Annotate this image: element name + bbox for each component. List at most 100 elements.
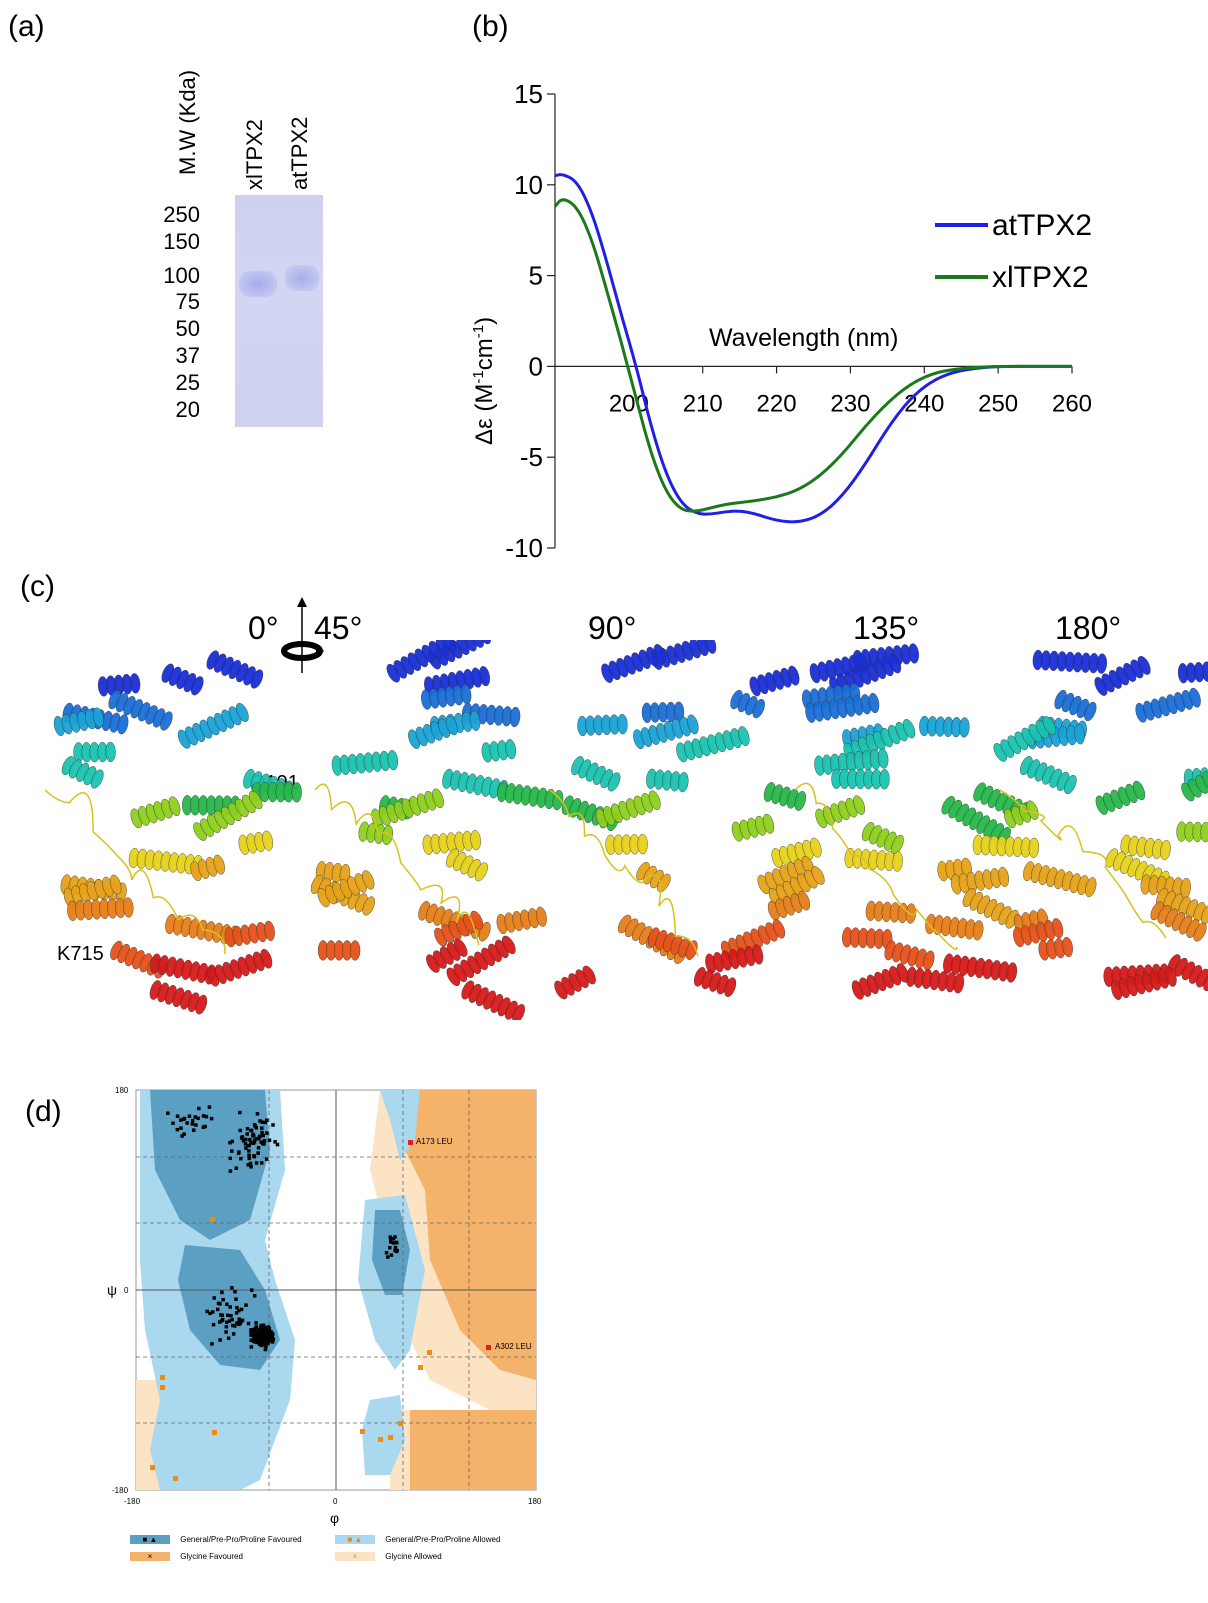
residue-point [249,1288,254,1292]
residue-point [230,1323,235,1328]
residue-point [201,1125,206,1130]
cd-ylabel-suffix: ) [471,316,498,325]
helix-segment [641,701,685,723]
residue-point [267,1138,272,1142]
residue-point [394,1240,398,1245]
residue-point [261,1323,266,1328]
structure-view-180 [993,649,1208,1000]
residue-point [249,1328,253,1332]
helix-segment [149,980,208,1015]
helix-segment [1020,756,1077,795]
helix-segment [941,795,1011,846]
residue-point [258,1332,262,1337]
cd-ylabel-sup2: -1 [470,324,487,339]
cd-xtick-label: 260 [1052,390,1092,417]
glycine-point [150,1465,155,1470]
helix-segment [861,822,904,854]
residue-point [230,1286,234,1290]
residue-point [252,1154,257,1159]
residue-point [171,1121,175,1126]
residue-point [263,1120,268,1125]
residue-point [261,1343,265,1347]
glycine-point [212,1430,217,1435]
lane-label-attpx2: atTPX2 [287,116,312,190]
residue-point [247,1153,251,1158]
residue-point [246,1163,250,1167]
residue-point [233,1324,237,1328]
helix-segment [434,910,484,947]
cd-ytick-label: 10 [514,170,543,200]
helix-segment [554,965,596,1000]
legend-general-favoured: ■ ▲ General/Pre-Pro/Proline Favoured [130,1535,302,1545]
helix-segment [481,739,517,763]
residue-point [252,1334,256,1338]
helix-segment [972,834,1040,859]
residue-point [254,1126,259,1130]
residue-point [219,1313,223,1317]
cd-xtick-label: 240 [904,390,944,417]
residue-point [247,1156,251,1161]
helix-segment [461,980,525,1020]
residue-point [252,1328,257,1333]
cd-ylabel-prefix: Δε (M [471,383,498,445]
residue-point [260,1120,265,1124]
cd-ytick-label: 5 [529,261,543,291]
glycine-point [378,1437,383,1442]
residue-point [209,1116,214,1121]
cd-series-xlTPX2 [553,198,1072,513]
helix-segment [841,927,893,950]
marker-100: 100 [163,263,200,288]
helix-segment [1094,655,1151,696]
helix-segment [130,796,181,829]
helix-segment [1150,901,1207,942]
gel-image [235,195,323,427]
outlier-a173-label: A173 LEU [416,1137,453,1146]
residue-point [211,1322,216,1327]
residue-point [231,1332,236,1336]
residue-point [245,1126,250,1131]
panel-d-label: (d) [25,1095,62,1128]
residue-point [201,1114,206,1118]
gel-band-attpx2 [285,265,319,291]
rama-xtick-zero: 0 [333,1497,338,1506]
residue-point [180,1134,184,1138]
residue-point [230,1139,235,1144]
residue-point [234,1166,239,1170]
residue-point [395,1248,399,1253]
marker-250: 250 [163,202,200,227]
legend-glycine-allowed: × Glycine Allowed [335,1552,442,1562]
residue-point [256,1136,260,1141]
helix-segment [771,837,822,868]
residue-point [220,1290,224,1295]
helix-segment [1176,821,1208,843]
glycine-point [160,1385,165,1390]
residue-point [261,1133,265,1138]
helix-segment [636,861,671,893]
helix-segment [571,756,621,792]
residue-point [197,1106,201,1111]
residue-point [229,1313,233,1318]
structure-view-0 [44,650,302,1015]
legend-label-general-favoured: General/Pre-Pro/Proline Favoured [180,1535,302,1545]
residue-point [191,1128,196,1132]
structure-view-90 [549,640,825,1000]
residue-point [211,1310,215,1314]
residue-point [249,1333,253,1337]
residue-point [238,1321,243,1326]
gel-panel: M.W (Kda) xlTPX2 atTPX2 250 150 100 75 5… [0,0,460,440]
helix-segment [605,833,648,855]
residue-point [225,1313,230,1318]
residue-point [262,1138,267,1143]
marker-50: 50 [175,316,200,341]
outlier-a302-label: A302 LEU [495,1342,532,1351]
residue-point [275,1142,280,1147]
helix-segment [1032,649,1108,674]
residue-point [257,1331,262,1335]
residue-point [386,1255,390,1259]
helix-segment [595,790,661,829]
residue-point [253,1326,257,1331]
residue-point [251,1133,255,1138]
cd-xtick-label: 230 [830,390,870,417]
residue-point [210,1342,214,1346]
residue-point [239,1319,243,1324]
